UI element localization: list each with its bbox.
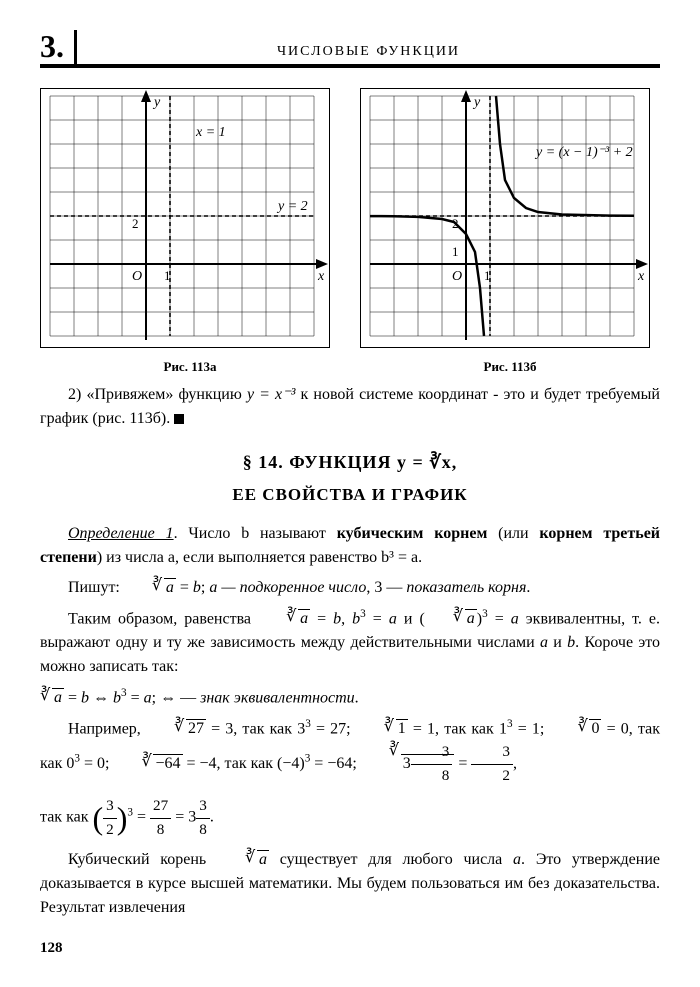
- def-b1: кубическим корнем: [337, 525, 488, 542]
- tick-y1-r: 1: [452, 244, 459, 259]
- def-t1: . Число b называют: [174, 525, 337, 542]
- chart-left: y x O 1 2 x = 1 y = 2: [40, 88, 330, 348]
- chart-right-block: y x O 1 1 2 y = (x − 1)⁻³ + 2 Рис. 113б: [360, 88, 660, 375]
- section-title-text: ФУНКЦИЯ y = ∛x,: [289, 452, 457, 472]
- def-t2: (или: [487, 525, 539, 542]
- charts-row: y x O 1 2 x = 1 y = 2 Рис. 113а: [40, 88, 660, 375]
- p1-formula: y = x⁻³: [247, 386, 295, 403]
- chart-left-block: y x O 1 2 x = 1 y = 2 Рис. 113а: [40, 88, 340, 375]
- section-subtitle: ЕЕ СВОЙСТВА И ГРАФИК: [40, 482, 660, 508]
- paragraph-7: Кубический корень a существует для любог…: [40, 848, 660, 920]
- qed-icon: [174, 414, 184, 424]
- chart-left-caption: Рис. 113а: [40, 359, 340, 375]
- page-header: 3. ЧИСЛОВЫЕ ФУНКЦИИ: [40, 30, 660, 68]
- paragraph-1: 2) «Привяжем» функцию y = x⁻³ к новой си…: [40, 383, 660, 431]
- tick-y2: 2: [132, 216, 139, 231]
- curve-label: y = (x − 1)⁻³ + 2: [534, 145, 633, 160]
- section-title: § 14. ФУНКЦИЯ y = ∛x,: [40, 449, 660, 476]
- body-text: 2) «Привяжем» функцию y = x⁻³ к новой си…: [40, 383, 660, 920]
- paragraph-6: Например, 27 = 3, так как 33 = 27; 1 = 1…: [40, 716, 660, 788]
- x-axis-label-r: x: [637, 269, 645, 284]
- hline-label: y = 2: [276, 199, 308, 214]
- paragraph-6b: так как (32)3 = 278 = 338.: [40, 794, 660, 842]
- chart-right-caption: Рис. 113б: [360, 359, 660, 375]
- paragraph-4: Таким образом, равенства a = b, b3 = a и…: [40, 606, 660, 679]
- tick-x1-r: 1: [484, 268, 491, 283]
- section-num: § 14.: [243, 452, 284, 472]
- chapter-title: ЧИСЛОВЫЕ ФУНКЦИИ: [77, 44, 660, 64]
- origin-label: O: [132, 269, 142, 284]
- chart-right: y x O 1 1 2 y = (x − 1)⁻³ + 2: [360, 88, 650, 348]
- def-label: Определение 1: [68, 525, 174, 542]
- page-number: 128: [40, 940, 660, 957]
- paragraph-5: a = b ⇔ b3 = a; ⇔ — знак эквивалентности…: [40, 685, 660, 710]
- vline-label: x = 1: [195, 125, 226, 140]
- chapter-number: 3.: [40, 30, 77, 64]
- x-axis-label: x: [317, 269, 325, 284]
- origin-label-r: O: [452, 269, 462, 284]
- tick-x1: 1: [164, 268, 171, 283]
- y-axis-label: y: [152, 95, 161, 110]
- y-axis-label-r: y: [472, 95, 481, 110]
- definition-1: Определение 1. Число b называют кубическ…: [40, 522, 660, 570]
- p1-prefix: 2) «Привяжем» функцию: [68, 386, 247, 403]
- def-t3: ) из числа a, если выполняется равенство…: [97, 549, 422, 566]
- tick-y2-r: 2: [452, 216, 459, 231]
- paragraph-3: Пишут: a = b; a — подкоренное число, 3 —…: [40, 576, 660, 600]
